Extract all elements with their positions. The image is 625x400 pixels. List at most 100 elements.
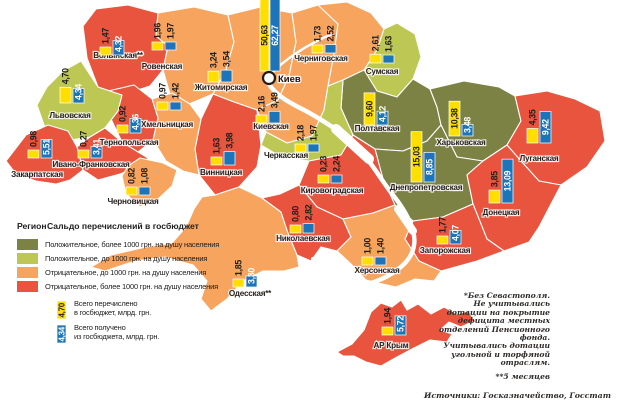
sent-dnipropetrovsk-bar [410, 131, 423, 183]
sent-zaporizhzhia-value: 1,77 [438, 217, 448, 233]
received-chernivtsi-bar [138, 186, 151, 196]
kremenchuk-reservoir [331, 124, 374, 164]
legend-rows: Положительное, более 1000 грн. на душу н… [17, 237, 279, 293]
region-label-chernivtsi: Черновицкая [107, 197, 159, 206]
sent-kyiv_region-bar [255, 114, 268, 124]
region-luhansk [506, 90, 606, 186]
sent-ivano_frankivsk-value: 0,27 [79, 131, 89, 147]
sent-donetsk-bar [488, 189, 501, 204]
sent-kyiv_region-value: 2,16 [257, 96, 267, 112]
legend-row-2: Отрицательное, до 1000 грн. на душу насе… [17, 265, 279, 279]
legend-bar-glyph-0: 4,70 [56, 300, 67, 320]
received-cherkasy-bar [307, 143, 320, 153]
legend-bar-text-0: Всего перечислено в госбюджет, млрд. грн. [74, 299, 152, 317]
legend-bar-value-0: 4,70 [58, 302, 67, 317]
received-lviv-bar [72, 88, 85, 104]
legend-row-3: Отрицательное, более 1000 грн. на душу н… [17, 279, 279, 293]
received-sumy-value: 1,63 [384, 36, 394, 52]
received-dnipropetrovsk-value: 8,85 [425, 159, 435, 175]
received-mykolaiv-value: 2,82 [304, 204, 314, 220]
region-label-cherkasy: Черкасская [264, 151, 308, 160]
sent-ternopil-value: 0,92 [118, 106, 128, 122]
legend: РегионСальдо перечислений в госбюджет По… [17, 221, 279, 348]
region-mykolaiv [261, 184, 352, 262]
legend-label-2: Отрицательное, до 1000 грн. на душу насе… [45, 267, 207, 277]
received-kirovohrad-value: 2,24 [332, 156, 342, 172]
received-ivano_frankivsk-value: 3,41 [92, 139, 102, 155]
received-vinnytsia-bar [223, 151, 236, 166]
sent-ternopil-bar [116, 124, 129, 134]
legend-label-3: Отрицательное, более 1000 грн. на душу н… [45, 281, 218, 291]
received-kyiv_city-bar [269, 0, 281, 72]
sent-cherkasy-bar [294, 143, 307, 153]
region-label-sumy: Сумская [366, 67, 399, 76]
region-label-chernihiv: Черниговская [294, 54, 348, 63]
region-label-luhansk: Луганская [520, 154, 559, 163]
footnote-line-0: *Без Севастополя. [463, 291, 550, 300]
footnote-line-2: дотации на покрытие [446, 307, 550, 317]
legend-bar-glyph-1: 4,34 [56, 324, 67, 344]
sent-chernivtsi-value: 0,82 [127, 168, 137, 184]
region-label-donetsk: Донецкая [483, 208, 520, 217]
region-label-kyiv_region: Киевская [253, 122, 289, 131]
received-rivne-bar [164, 41, 177, 51]
received-ternopil-value: 4,36 [131, 114, 141, 130]
sent-luhansk-value: 4,35 [528, 109, 538, 125]
received-zakarpattia-bar [40, 139, 53, 159]
received-cherkasy-value: 1,97 [309, 125, 319, 141]
received-chernivtsi-value: 1,08 [140, 168, 150, 184]
sent-crimea-bar [381, 326, 394, 336]
region-label-zaporizhzhia: Запорожская [420, 246, 471, 255]
legend-swatch-2 [17, 266, 38, 278]
received-donetsk-bar [501, 158, 514, 204]
sent-kyiv_city-bar [259, 0, 270, 72]
received-kyiv_region-value: 3,49 [270, 92, 280, 108]
region-label-crimea: АР Крым [374, 341, 409, 350]
legend-label-1: Положительное, до 1000 грн. на душу насе… [45, 253, 208, 263]
region-label-kherson: Херсонская [355, 266, 400, 275]
received-rivne-value: 1,97 [166, 23, 176, 39]
received-vinnytsia-value: 3,98 [225, 132, 235, 148]
dnieper-river [266, 81, 417, 286]
dnieper-estuary [311, 257, 340, 271]
sent-lviv-bar [59, 86, 72, 104]
legend-row-1: Положительное, до 1000 грн. на душу насе… [17, 251, 279, 265]
sent-kharkiv-bar [448, 100, 461, 137]
sent-kirovohrad-bar [317, 174, 330, 184]
footnote: *Без Севастополя. Не учитывались дотации н… [430, 291, 550, 381]
sent-lviv-value: 4,70 [61, 68, 71, 84]
legend-swatch-1 [17, 252, 38, 264]
received-crimea-bar [394, 315, 407, 336]
received-odesa-bar [245, 275, 258, 288]
sent-zakarpattia-value: 0,98 [29, 131, 39, 147]
received-kherson-value: 1,40 [376, 238, 386, 254]
region-label-zakarpattia: Закарпатская [11, 170, 63, 179]
kyiv-city-marker [261, 70, 277, 86]
received-kherson-bar [374, 256, 387, 266]
received-ternopil-bar [129, 118, 142, 134]
region-label-khmelnytskyi: Хмельницкая [141, 120, 193, 129]
received-kharkiv-value: 3,48 [463, 117, 473, 133]
sent-crimea-value: 1,94 [383, 308, 393, 324]
legend-mini-bar-1 [56, 324, 67, 344]
sent-zhytomyr-value: 3,24 [209, 52, 219, 68]
sent-mykolaiv-value: 0,80 [291, 206, 301, 222]
received-dnipropetrovsk-bar [423, 152, 436, 183]
region-label-ivano_frankivsk: Ивано-Франковская [52, 160, 130, 169]
sent-kharkiv-value: 10,38 [450, 108, 460, 129]
region-label-lviv: Львовская [49, 111, 91, 120]
sent-odesa-bar [232, 278, 245, 288]
received-zhytomyr-value: 3,54 [222, 51, 232, 67]
legend-row-0: Положительное, более 1000 грн. на душу н… [17, 237, 279, 251]
region-label-rivne: Ровенская [142, 62, 183, 71]
received-odesa-value: 3,30 [247, 268, 257, 284]
region-label-kirovohrad: Кировоградская [301, 186, 364, 195]
sent-chernihiv-bar [311, 44, 324, 54]
received-zakarpattia-value: 5,51 [42, 139, 52, 155]
region-label-dnipropetrovsk: Днепропетровская [390, 183, 463, 192]
region-label-vinnytsia: Винницкая [200, 168, 243, 177]
received-donetsk-value: 13,09 [503, 170, 513, 191]
received-zhytomyr-bar [220, 69, 233, 83]
footnote-line-5: фонда. [519, 333, 550, 343]
